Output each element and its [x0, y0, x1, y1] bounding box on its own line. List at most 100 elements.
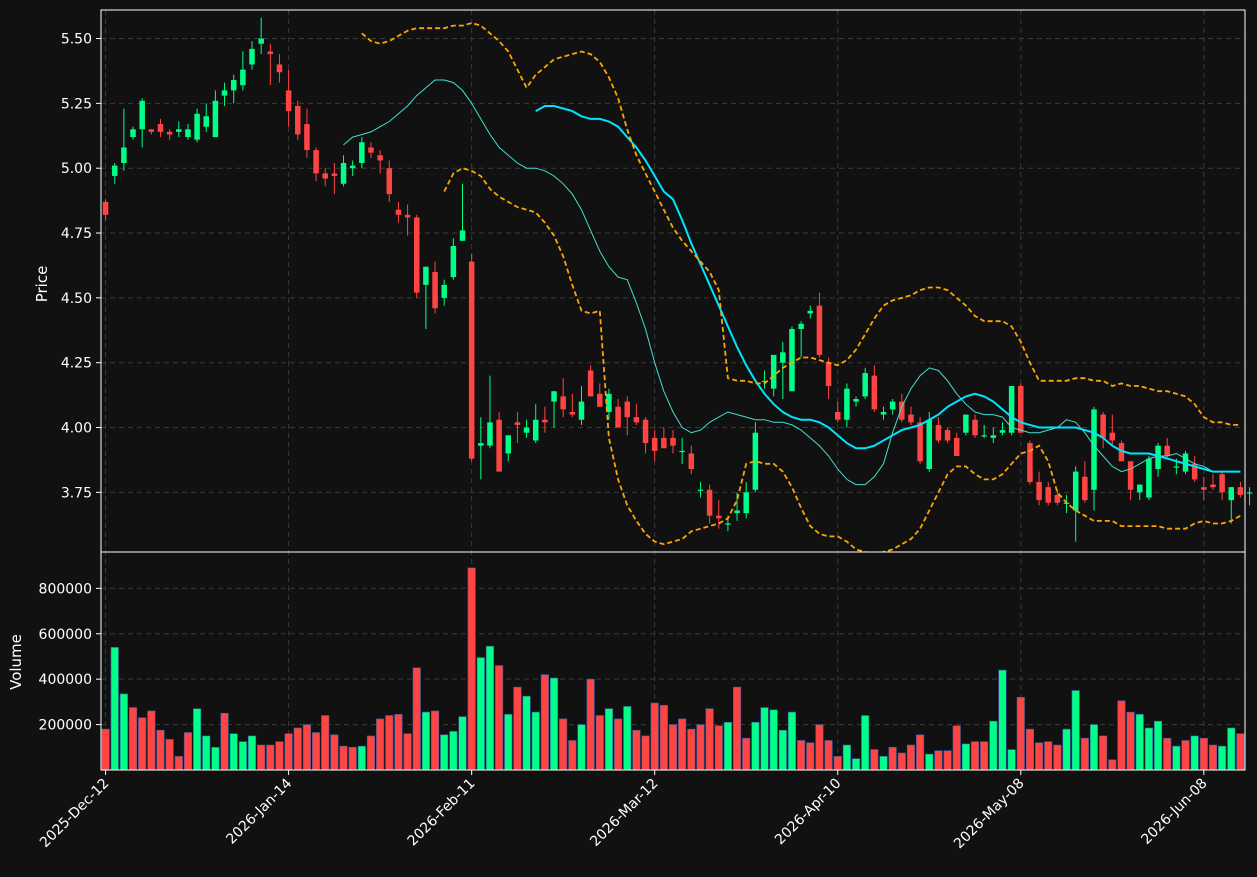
candle	[661, 427, 667, 449]
candle	[322, 168, 328, 187]
volume-bar	[760, 707, 769, 771]
volume-bar	[348, 746, 357, 771]
candle-body	[899, 401, 905, 420]
x-tick-label: 2026-Mar-12	[587, 776, 661, 850]
candle-body	[295, 105, 301, 135]
candle	[1237, 481, 1244, 498]
candle-body	[542, 419, 548, 423]
candle	[423, 266, 429, 329]
volume-bar	[1053, 744, 1062, 771]
volume-bar	[193, 708, 202, 771]
candle	[413, 214, 420, 298]
volume-bar	[302, 724, 311, 771]
volume-bar	[312, 732, 321, 771]
volume-bar	[861, 715, 870, 771]
candle-body	[789, 328, 795, 392]
volume-bar	[961, 743, 970, 771]
candle-body	[926, 419, 933, 470]
volume-bar	[842, 744, 851, 771]
candle-body	[825, 362, 832, 387]
volume-bar	[1117, 700, 1126, 771]
x-tick-label: 2026-Apr-10	[772, 776, 845, 849]
candle-body	[331, 173, 338, 176]
candle-body	[606, 393, 612, 412]
candle	[853, 396, 859, 407]
candle	[1091, 406, 1097, 511]
volume-bar	[339, 745, 348, 771]
volume-bar	[1080, 737, 1089, 771]
volume-bar	[1135, 714, 1144, 771]
candle-body	[258, 38, 264, 44]
x-tick-label: 2026-Jun-08	[1138, 776, 1210, 848]
candle	[642, 417, 649, 454]
candle	[176, 121, 182, 138]
candle-body	[917, 422, 923, 462]
volume-bar	[476, 657, 485, 771]
candle-body	[221, 90, 228, 96]
candle-body	[688, 453, 695, 470]
volume-bar	[1016, 697, 1025, 771]
candle	[688, 445, 695, 475]
price-tick-label: 5.50	[61, 32, 92, 48]
candle	[304, 108, 310, 158]
volume-tick-label: 800000	[39, 581, 92, 597]
candle-body	[505, 435, 512, 454]
upper-band-line	[361, 22, 1241, 426]
candle	[587, 365, 594, 397]
candle-body	[597, 393, 603, 407]
volume-bar	[1007, 749, 1016, 771]
candle-body	[1054, 494, 1061, 503]
candle	[889, 398, 896, 415]
candle	[514, 411, 521, 444]
volume-bar	[888, 746, 897, 771]
volume-bar	[257, 744, 266, 771]
volume-bar	[266, 744, 275, 771]
candle-body	[212, 100, 219, 138]
candle-body	[340, 163, 347, 184]
volume-bar	[751, 722, 760, 771]
volume-bar	[330, 734, 339, 771]
candle-body	[679, 450, 685, 453]
volume-bar	[321, 715, 330, 771]
candle	[935, 417, 942, 444]
volume-bar	[156, 729, 165, 771]
candle	[679, 437, 685, 464]
price-tick-label: 4.00	[61, 421, 92, 437]
candle-body	[395, 209, 402, 215]
candle-body	[285, 90, 292, 112]
volume-bar	[101, 728, 110, 771]
volume-bar	[705, 708, 714, 771]
candle	[313, 147, 319, 182]
candle-body	[633, 417, 640, 423]
candle	[203, 103, 209, 132]
volume-bar	[934, 750, 943, 771]
candle-body	[478, 443, 484, 446]
candle-body	[798, 323, 804, 329]
candle	[1045, 481, 1051, 506]
candle	[276, 54, 283, 83]
candle	[240, 51, 246, 91]
volume-bar	[449, 731, 458, 771]
volume-bar	[394, 714, 403, 771]
volume-bar	[1062, 728, 1071, 771]
volume-bar	[540, 674, 549, 771]
volume-bar	[284, 733, 293, 771]
candle	[1146, 456, 1152, 501]
candle	[404, 204, 411, 236]
candle	[972, 414, 978, 438]
candle	[523, 419, 530, 438]
candle-body	[844, 388, 850, 420]
candle	[944, 427, 951, 444]
candle	[1109, 414, 1116, 446]
volume-bar	[723, 722, 732, 771]
candle	[670, 430, 676, 454]
candle	[1072, 466, 1079, 542]
candle	[139, 98, 145, 148]
x-tick-label: 2026-Jan-14	[223, 775, 295, 847]
candle-body	[1127, 461, 1134, 490]
candle	[267, 43, 274, 86]
candle	[1191, 456, 1198, 482]
candle-body	[1219, 474, 1225, 493]
price-axis-label: Price	[33, 266, 51, 303]
candle-body	[377, 155, 383, 161]
